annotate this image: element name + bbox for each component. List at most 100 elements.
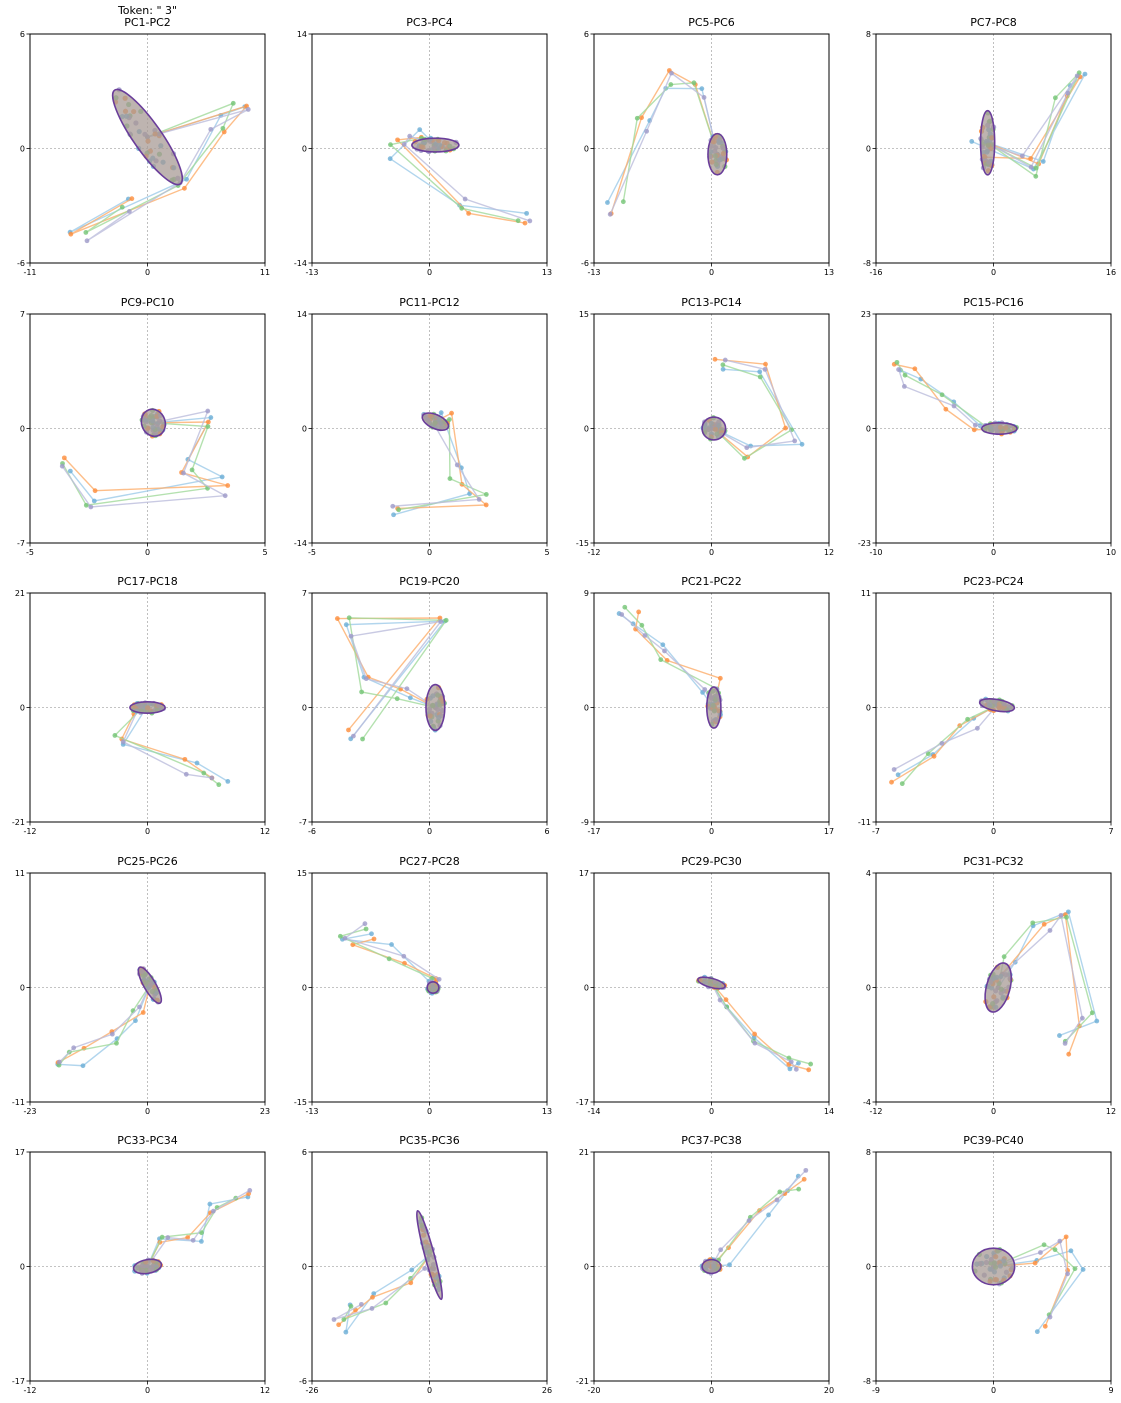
- trajectory-point: [436, 976, 442, 982]
- trajectory-point: [91, 498, 97, 504]
- trajectory-point: [1047, 1314, 1053, 1320]
- trajectory-point: [619, 612, 625, 617]
- trajectory-point: [1028, 156, 1034, 161]
- trajectory-series-2: [146, 1193, 249, 1267]
- y-tick-label: 0: [20, 704, 25, 713]
- trajectory-series-2: [710, 982, 809, 1071]
- trajectory-point: [796, 1060, 801, 1066]
- cluster-density-blob: [426, 980, 440, 995]
- trajectory-point: [607, 211, 613, 217]
- panel-pc19-pc20: -6 0 6 -7 0 7 PC19-PC20: [299, 575, 550, 836]
- trajectory-series-3: [997, 916, 1094, 1042]
- panel-pc15-pc16: -10 0 10 -23 0 23 PC15-PC16: [858, 296, 1116, 557]
- cluster-density-blob: [978, 697, 1016, 713]
- trajectory-series-3: [61, 422, 209, 507]
- cluster-density-blob: [421, 412, 450, 432]
- trajectory-point: [891, 767, 897, 772]
- cluster-density-blob: [129, 700, 166, 715]
- panel-title: PC17-PC18: [117, 575, 178, 588]
- trajectory-point: [723, 997, 729, 1003]
- y-tick-label: 4: [866, 869, 871, 878]
- trajectory-point: [1065, 90, 1071, 96]
- trajectory-point: [720, 366, 726, 372]
- trajectory-point: [201, 770, 207, 776]
- trajectory-point: [757, 369, 763, 375]
- trajectory-point: [429, 975, 435, 981]
- trajectory-point: [341, 1317, 347, 1322]
- trajectory-series-3: [85, 102, 235, 234]
- trajectory-point: [388, 142, 393, 148]
- trajectory-point: [746, 1218, 752, 1223]
- trajectory-point: [67, 468, 73, 474]
- trajectory-series-3: [711, 1188, 799, 1268]
- panel-pc1-pc2: -11 0 11 -6 0 6 PC1-PC2: [17, 16, 270, 277]
- trajectory-point: [1047, 928, 1053, 933]
- trajectory-series-1: [57, 984, 151, 1067]
- trajectory-series-3: [398, 418, 489, 511]
- trajectory-point: [71, 1045, 77, 1051]
- trajectory-point: [459, 205, 465, 211]
- trajectory-point: [446, 417, 452, 422]
- y-tick-label: 8: [866, 30, 871, 39]
- panel-pc7-pc8: -16 0 16 -8 0 8 PC7-PC8: [863, 16, 1116, 277]
- trajectory-point: [803, 1167, 809, 1173]
- panel-title: PC33-PC34: [117, 1134, 178, 1147]
- x-tick-label: -12: [587, 548, 600, 557]
- trajectory-point: [404, 686, 410, 692]
- trajectory-series-3: [901, 704, 998, 785]
- trajectory-point: [476, 497, 482, 502]
- panel-pc37-pc38: -20 0 20 -21 0 21 PC37-PC38: [576, 1134, 834, 1395]
- trajectory-point: [466, 210, 472, 216]
- x-tick-label: 0: [145, 268, 150, 277]
- trajectory-point: [896, 367, 902, 372]
- y-tick-label: 9: [584, 589, 589, 598]
- cluster-density-blob: [707, 132, 728, 176]
- trajectory-point: [727, 1262, 732, 1268]
- trajectory-series-1: [713, 368, 804, 447]
- y-tick-label: -8: [863, 1377, 871, 1386]
- trajectory-point: [360, 736, 365, 742]
- trajectory-point: [383, 1300, 389, 1306]
- trajectory-point: [208, 415, 214, 420]
- trajectory-point: [220, 125, 226, 131]
- y-tick-label: -7: [299, 818, 307, 827]
- trajectory-point: [209, 775, 215, 781]
- x-tick-label: -16: [869, 268, 882, 277]
- trajectory-point: [752, 1031, 758, 1037]
- y-tick-label: 0: [302, 1263, 307, 1272]
- cluster-density-blob: [697, 976, 726, 990]
- trajectory-point: [342, 935, 348, 941]
- trajectory-point: [889, 779, 894, 785]
- trajectory-point: [210, 1208, 216, 1214]
- panel-pc3-pc4: -13 0 13 -14 0 14 PC3-PC4: [294, 16, 552, 277]
- trajectory-point: [712, 356, 718, 362]
- y-tick-label: 7: [20, 310, 25, 319]
- trajectory-point: [190, 1237, 196, 1243]
- trajectory-point: [763, 361, 768, 367]
- trajectory-point: [199, 1230, 204, 1236]
- x-tick-label: 0: [427, 1386, 432, 1395]
- panel-title: PC21-PC22: [681, 575, 742, 588]
- cluster-density-blob: [140, 408, 167, 438]
- trajectory-point: [184, 176, 189, 182]
- x-tick-label: 10: [1106, 548, 1116, 557]
- trajectory-point: [522, 220, 528, 226]
- trajectory-series-4: [710, 1169, 807, 1267]
- panel-title: PC19-PC20: [399, 575, 460, 588]
- x-tick-label: 20: [824, 1386, 834, 1395]
- trajectory-point: [390, 503, 396, 509]
- x-tick-label: 16: [1106, 268, 1116, 277]
- trajectory-point: [363, 926, 369, 932]
- panel-title: PC11-PC12: [399, 296, 460, 309]
- trajectory-point: [1033, 165, 1039, 171]
- trajectory-point: [634, 115, 640, 121]
- trajectory-point: [137, 1004, 142, 1010]
- x-tick-label: -12: [869, 1107, 882, 1116]
- trajectory-point: [1063, 1234, 1069, 1240]
- trajectory-series-2: [63, 421, 228, 492]
- trajectory-point: [1082, 71, 1088, 77]
- trajectory-point: [639, 115, 644, 121]
- trajectory-point: [808, 1061, 814, 1067]
- cluster-density-blob: [701, 1258, 722, 1275]
- trajectory-point: [408, 1280, 414, 1286]
